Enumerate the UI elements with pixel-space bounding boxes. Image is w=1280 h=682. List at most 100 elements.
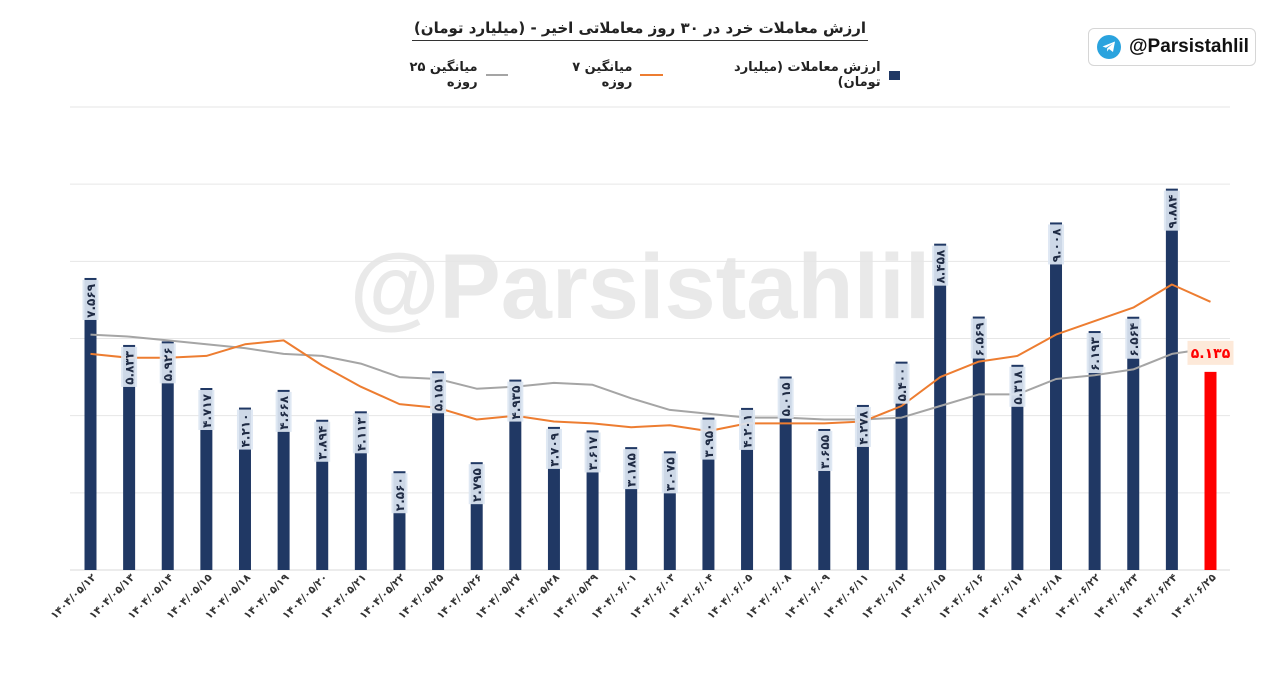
bar-value-label: ۳.۹۵۰ [702, 424, 716, 458]
bar-value-label-bg [661, 453, 678, 494]
bar-value-label-group: ۹.۰۰۸ [1048, 224, 1065, 265]
bar-value-label: ۴.۲۱۰ [238, 414, 252, 448]
watermark-text: @Parsistahlil [350, 236, 931, 338]
bar-value-label-bg [198, 390, 215, 431]
bar-value-label: ۴.۶۶۸ [277, 395, 291, 430]
bar-value-label-bg [314, 421, 331, 462]
bar-value-label-group: ۴.۶۶۸ [275, 391, 292, 432]
bar [1165, 188, 1178, 570]
bar-value-label-group: ۵.۱۵۱ [430, 373, 447, 414]
bar-value-label: ۵.۱۵۱ [432, 377, 446, 411]
bar-value-label-bg [468, 464, 485, 505]
bar-value-label: ۸.۴۵۸ [934, 249, 948, 284]
gridlines [70, 106, 1230, 571]
bar-value-label: ۳.۱۸۵ [625, 453, 639, 487]
bar-value-label-bg [1009, 366, 1026, 407]
bar-value-label: ۹.۰۰۸ [1050, 228, 1064, 263]
bar-value-label-bg [1086, 333, 1103, 374]
bar-value-label: ۴.۱۱۳ [354, 417, 368, 452]
bar-value-label: ۵.۸۳۳ [123, 350, 137, 385]
bar [895, 361, 908, 570]
bar-value-label-group: ۳.۱۸۵ [623, 449, 640, 490]
bar [1011, 364, 1024, 570]
bar-series [84, 188, 1217, 570]
bar-value-label-bg [816, 430, 833, 471]
bar [779, 376, 792, 570]
bar-value-label-bg [777, 378, 794, 419]
bar-value-label-group: ۳.۸۹۴ [314, 421, 331, 462]
bar-value-label-group: ۶.۵۶۹ [970, 318, 987, 359]
bar-value-label-group: ۸.۴۵۸ [932, 245, 949, 286]
bar [84, 277, 97, 570]
bar-value-label-bg [391, 473, 408, 514]
bar-value-label-group: ۷.۵۶۹ [82, 279, 99, 320]
bar-value-label: ۶.۱۹۳ [1088, 336, 1102, 371]
bar-value-label-bg [275, 391, 292, 432]
bar-value-label-group: ۵.۹۲۶ [159, 343, 176, 384]
bar-value-label-group: ۵.۸۳۳ [121, 346, 138, 387]
bar [1127, 316, 1140, 570]
bar-value-label-bg [352, 413, 369, 454]
bar-value-label-group: ۳.۶۵۵ [816, 430, 833, 471]
last-bar-value-label: ۵.۱۳۵ [1191, 346, 1231, 362]
bar [1088, 331, 1101, 570]
bar [1204, 371, 1217, 570]
legend-label-ma7: میانگین ۷ روزه [572, 60, 633, 90]
bar-value-label-group: ۴.۹۳۵ [507, 381, 524, 422]
bar-value-label-bg [159, 343, 176, 384]
bar-value-label: ۴.۲۷۸ [856, 410, 870, 445]
bar-value-label-group: ۴.۷۱۷ [198, 390, 215, 431]
bar-value-label-bg [507, 381, 524, 422]
bar [200, 388, 213, 570]
bar-value-label-group: ۴.۲۱۰ [236, 409, 253, 450]
bar-value-label: ۶.۵۶۹ [972, 322, 986, 357]
bar-value-label: ۴.۷۱۷ [200, 393, 214, 428]
legend-label-ma25: میانگین ۲۵ روزه [409, 60, 478, 90]
bar-value-label: ۵.۳۱۸ [1011, 370, 1025, 405]
bar-value-label: ۷.۵۶۹ [84, 283, 98, 318]
bar [509, 379, 522, 570]
data-labels: ۷.۵۶۹ ۵.۸۳۳ ۵.۹۲۶ ۴.۷۱۷ ۴.۲۱۰ ۴.۶۶۸ ۳.۸۹۴ ۴.۱۱۳… [82, 190, 1234, 514]
legend-item-bars: ارزش معاملات (میلیارد تومان) [697, 60, 900, 90]
bar-value-label: ۶.۵۶۴ [1127, 323, 1141, 357]
bar [277, 389, 290, 570]
bar-value-label: ۳.۶۱۷ [586, 436, 600, 471]
last-bar-label-bg [1187, 340, 1234, 365]
bar-value-label: ۳.۶۵۵ [818, 435, 832, 469]
bar-value-label-bg [121, 346, 138, 387]
bar-value-label-bg [584, 432, 601, 473]
bar-value-label: ۲.۵۶۰ [393, 477, 407, 511]
bar-value-label: ۴.۹۳۵ [509, 386, 523, 420]
bar-value-label-group: ۳.۹۵۰ [700, 419, 717, 460]
bar-value-label: ۵.۴۰۰ [895, 368, 909, 402]
bar-value-label-group: ۶.۵۶۴ [1125, 318, 1142, 359]
bar-value-label: ۳.۰۷۵ [663, 457, 677, 491]
x-axis-tick-labels: ۱۴۰۴/۰۵/۱۲۱۴۰۴/۰۵/۱۳۱۴۰۴/۰۵/۱۴۱۴۰۴/۰۵/۱۵… [48, 571, 1219, 622]
bar-value-label-bg [236, 409, 253, 450]
legend-item-ma25: میانگین ۲۵ روزه [380, 60, 509, 90]
bar [1050, 222, 1063, 570]
telegram-handle: @Parsistahlil [1129, 36, 1249, 57]
legend-item-ma7: میانگین ۷ روزه [542, 60, 664, 90]
bar-value-label-bg [1125, 318, 1142, 359]
bar-value-label: ۴.۲۰۱ [741, 414, 755, 448]
telegram-icon [1097, 35, 1121, 59]
bar-value-label-bg [82, 279, 99, 320]
bar-value-label-group: ۲.۵۶۰ [391, 473, 408, 514]
chart-title-box: ارزش معاملات خرد در ۳۰ روز معاملاتی اخیر… [0, 18, 1280, 41]
bar-value-label-bg [430, 373, 447, 414]
legend-label-bars: ارزش معاملات (میلیارد تومان) [734, 60, 881, 90]
bar-value-label-bg [623, 449, 640, 490]
bar-value-label: ۳.۸۹۴ [316, 426, 330, 460]
ma25-line [90, 333, 1211, 421]
bar-value-label-bg [970, 318, 987, 359]
bar-value-label-group: ۳.۷۰۹ [545, 428, 562, 469]
bar [432, 371, 445, 570]
telegram-badge[interactable]: @Parsistahlil [1088, 28, 1256, 66]
bar-value-label-group: ۵.۰۱۵ [777, 378, 794, 419]
bar-value-label-group: ۹.۸۸۴ [1163, 190, 1180, 231]
bar-value-label: ۲.۷۹۵ [470, 468, 484, 502]
bar-value-label-group: ۳.۰۷۵ [661, 453, 678, 494]
bar-value-label-group: ۲.۷۹۵ [468, 464, 485, 505]
bar-value-label-group: ۴.۱۱۳ [352, 413, 369, 454]
